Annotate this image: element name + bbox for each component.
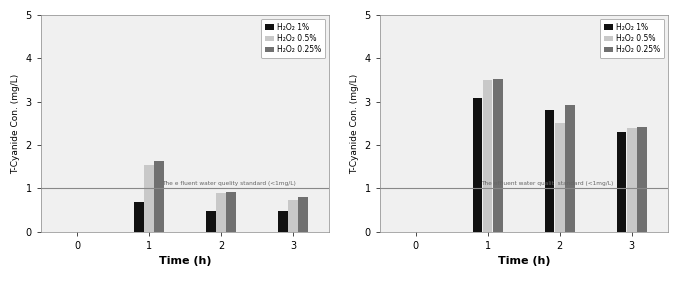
- Y-axis label: T-Cyanide Con. (mg/L): T-Cyanide Con. (mg/L): [11, 73, 20, 173]
- Bar: [638, 127, 646, 232]
- Bar: [217, 193, 225, 232]
- Bar: [545, 110, 555, 232]
- Legend: H₂O₂ 1%, H₂O₂ 0.5%, H₂O₂ 0.25%: H₂O₂ 1%, H₂O₂ 0.5%, H₂O₂ 0.25%: [261, 19, 325, 58]
- Bar: [493, 79, 502, 232]
- Bar: [289, 200, 298, 232]
- Bar: [206, 211, 216, 232]
- Bar: [483, 80, 492, 232]
- Bar: [299, 197, 308, 232]
- Bar: [278, 211, 288, 232]
- Bar: [565, 105, 574, 232]
- Bar: [154, 162, 164, 232]
- X-axis label: Time (h): Time (h): [498, 256, 550, 266]
- Bar: [627, 128, 636, 232]
- Bar: [617, 132, 627, 232]
- Legend: H₂O₂ 1%, H₂O₂ 0.5%, H₂O₂ 0.25%: H₂O₂ 1%, H₂O₂ 0.5%, H₂O₂ 0.25%: [600, 19, 664, 58]
- Bar: [226, 192, 236, 232]
- Bar: [134, 202, 143, 232]
- Bar: [473, 98, 482, 232]
- Text: The effluent water qualit  standard (<1mg/L): The effluent water qualit standard (<1mg…: [481, 181, 613, 186]
- Bar: [555, 123, 564, 232]
- X-axis label: Time (h): Time (h): [159, 256, 211, 266]
- Y-axis label: T-Cyanide Con. (mg/L): T-Cyanide Con. (mg/L): [350, 73, 359, 173]
- Bar: [145, 165, 153, 232]
- Text: The e fluent water quelity standard (<1mg/L): The e fluent water quelity standard (<1m…: [162, 181, 296, 186]
